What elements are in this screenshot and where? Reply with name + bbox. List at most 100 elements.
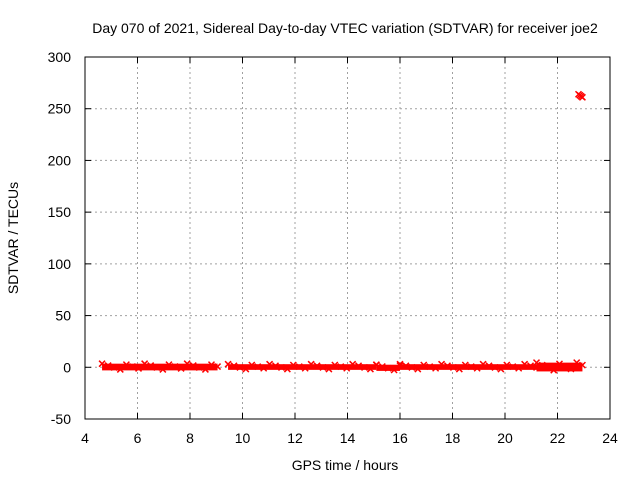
data-point-cluster — [228, 364, 377, 370]
data-point — [147, 362, 155, 370]
data-point — [295, 363, 303, 371]
data-point — [485, 362, 493, 370]
data-point — [159, 365, 167, 373]
data-point — [165, 361, 173, 369]
data-point — [384, 364, 392, 372]
data-point — [408, 363, 416, 371]
data-point — [544, 364, 552, 372]
data-point — [449, 363, 457, 371]
data-point — [378, 362, 386, 371]
x-tick-label: 6 — [134, 430, 142, 446]
data-point — [538, 361, 546, 369]
y-tick-label: 100 — [48, 256, 72, 272]
data-point-cluster — [536, 362, 583, 372]
y-tick-label: 150 — [48, 204, 72, 220]
data-point — [224, 360, 232, 368]
data-point — [207, 361, 216, 369]
data-point — [561, 362, 569, 370]
data-point — [343, 364, 351, 372]
data-point — [313, 362, 321, 370]
data-point — [414, 365, 422, 373]
data-point — [402, 362, 410, 370]
data-point — [461, 361, 469, 369]
x-tick-label: 16 — [392, 430, 408, 446]
x-tick-label: 8 — [186, 430, 194, 446]
x-tick-label: 14 — [340, 430, 356, 446]
data-point — [521, 360, 529, 368]
data-point — [396, 360, 404, 368]
data-point — [301, 364, 309, 372]
chart-title: Day 070 of 2021, Sidereal Day-to-day VTE… — [92, 20, 598, 36]
x-tick-label: 24 — [602, 430, 618, 446]
data-point — [479, 360, 487, 368]
data-point — [116, 365, 124, 373]
data-point — [555, 360, 563, 368]
data-point — [527, 362, 535, 370]
data-point — [153, 363, 161, 372]
data-point — [266, 360, 274, 368]
outlier-point — [578, 93, 586, 101]
data-point — [110, 363, 118, 372]
data-point — [201, 365, 209, 373]
data-point — [183, 360, 191, 368]
data-point — [443, 362, 452, 370]
data-point — [578, 361, 586, 369]
data-point — [509, 363, 517, 371]
y-tick-label: 300 — [48, 49, 72, 65]
y-tick-label: 250 — [48, 101, 72, 117]
data-point — [104, 362, 112, 370]
y-tick-label: 0 — [63, 359, 71, 375]
data-point — [491, 363, 499, 371]
data-point — [532, 359, 541, 367]
data-point — [355, 362, 363, 370]
data-point — [426, 363, 434, 371]
data-point — [360, 363, 369, 371]
data-point — [135, 364, 143, 372]
data-point — [277, 363, 285, 371]
data-point — [366, 365, 374, 373]
data-point — [189, 362, 197, 370]
data-point — [455, 365, 463, 373]
y-tick-label: -50 — [51, 411, 71, 427]
grid-layer — [85, 57, 610, 419]
data-point — [177, 364, 185, 372]
data-point — [289, 361, 297, 369]
data-point — [230, 362, 238, 370]
data-point — [141, 360, 149, 368]
data-point — [260, 364, 268, 372]
data-point — [325, 365, 333, 373]
data-point — [503, 361, 511, 369]
data-point — [550, 366, 558, 374]
data-point — [573, 359, 581, 367]
data-point — [283, 365, 291, 373]
data-point — [467, 363, 475, 371]
data-point — [390, 366, 398, 374]
x-tick-label: 20 — [497, 430, 513, 446]
data-point — [432, 364, 440, 372]
data-point — [254, 363, 262, 371]
data-point — [515, 364, 523, 372]
data-point — [337, 363, 345, 371]
x-tick-label: 22 — [550, 430, 566, 446]
y-tick-label: 200 — [48, 152, 72, 168]
x-tick-label: 4 — [81, 430, 89, 446]
data-point — [122, 361, 130, 369]
data-point — [438, 360, 446, 368]
data-point — [420, 361, 428, 369]
data-point — [497, 365, 505, 373]
data-point — [567, 365, 575, 373]
data-layer — [98, 90, 586, 374]
data-point — [271, 362, 280, 370]
data-point — [195, 363, 203, 372]
data-point — [473, 364, 481, 372]
data-point — [242, 365, 250, 373]
data-point — [214, 363, 222, 371]
data-point — [331, 361, 339, 369]
x-axis-label: GPS time / hours — [292, 457, 399, 473]
x-tick-label: 18 — [445, 430, 461, 446]
data-point — [319, 363, 327, 371]
data-point — [128, 363, 136, 371]
data-point — [307, 360, 315, 368]
y-tick-label: 50 — [55, 308, 71, 324]
